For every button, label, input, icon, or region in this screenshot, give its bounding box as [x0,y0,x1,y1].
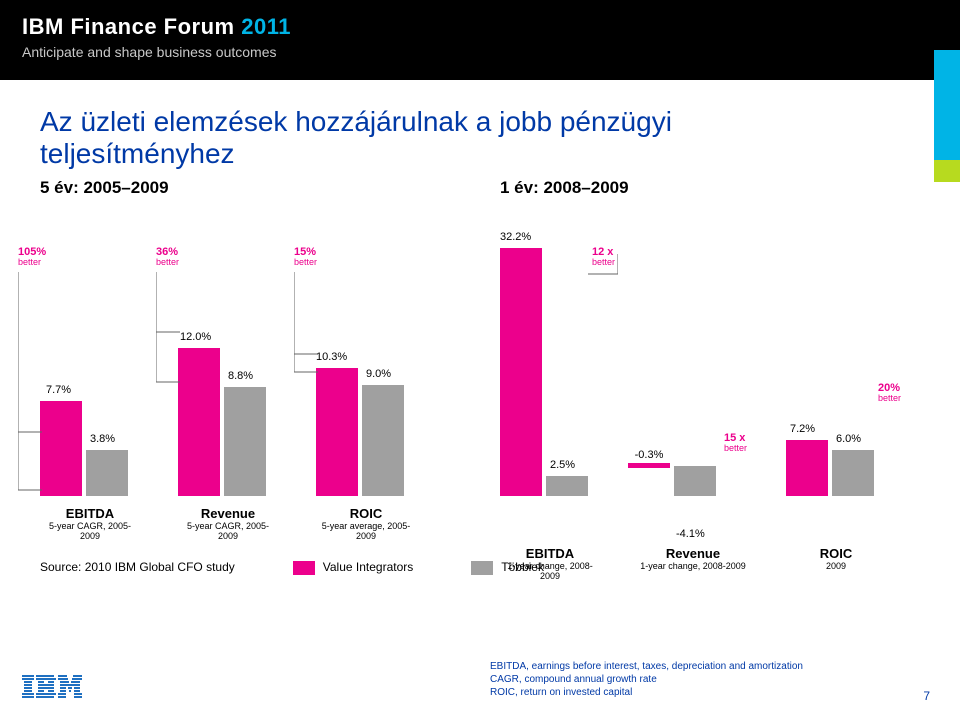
better-text: better [724,444,747,454]
axis-sub: 5-year CAGR, 2005-2009 [178,521,278,541]
bracket-line [294,272,320,496]
bracket-line [588,254,618,490]
bar-pink [178,348,220,496]
bracket-line [156,272,182,496]
bar-pink [316,368,358,496]
bar-label-gray: 3.8% [90,433,115,445]
legend-gray-label: Többiek [501,560,544,574]
bracket-line-2 [18,272,44,496]
bar-label-pink: 10.3% [316,351,347,363]
bar-pink-neg [628,463,670,468]
better-text: better [878,394,901,404]
swatch-gray-icon [471,561,493,575]
page-number: 7 [923,689,930,703]
footnotes: EBITDA, earnings before interest, taxes,… [490,660,930,699]
chart-columns: 5 év: 2005–2009 105% better 7.7% 3.8% [40,178,930,581]
forum-title-year: 2011 [241,14,291,39]
bar-label-gray: 9.0% [366,368,391,380]
axis-main: Revenue [628,546,758,561]
better-callout: 105% better [18,246,46,268]
bar-gray [86,450,128,496]
better-text: better [18,258,46,268]
bar-label-gray: 6.0% [836,433,861,445]
bar-label-pink: -0.3% [635,449,664,461]
bar-pink [40,401,82,496]
left-column: 5 év: 2005–2009 105% better 7.7% 3.8% [40,178,500,581]
legend-pink-label: Value Integrators [323,560,414,574]
chart-group-roic-1y: 20% better 7.2% 6.0% [786,216,886,496]
footnote-line: EBITDA, earnings before interest, taxes,… [490,660,930,673]
swatch-pink-icon [293,561,315,575]
axis-main: EBITDA [500,546,600,561]
axis-main: EBITDA [40,506,140,521]
left-chart-row: 105% better 7.7% 3.8% 36% b [40,216,500,496]
better-callout: 36% better [156,246,179,268]
legend-row: Source: 2010 IBM Global CFO study Value … [40,560,930,575]
better-callout: 20% better [878,382,901,404]
axis-label: EBITDA 5-year CAGR, 2005-2009 [40,506,140,541]
bar-gray-neg [674,466,716,496]
footnote-line: CAGR, compound annual growth rate [490,673,930,686]
slide-title: Az üzleti elemzések hozzájárulnak a jobb… [40,106,680,170]
better-callout: 15 x better [724,432,747,454]
chart-group-ebitda-1y: 12 x better 32.2% 2.5% [500,216,600,496]
axis-label: Revenue 5-year CAGR, 2005-2009 [178,506,278,541]
accent-bar-cyan [934,50,960,160]
bar-gray [546,476,588,496]
bar-label-pink: 12.0% [180,331,211,343]
bar-pink [500,248,542,496]
chart-group-revenue-5y: 36% better 12.0% 8.8% [178,216,278,496]
axis-main: Revenue [178,506,278,521]
bar-label-pink: 7.2% [790,423,815,435]
bar-label-pink: 32.2% [500,231,531,243]
ibm-logo-icon [22,675,82,701]
chart-group-ebitda-5y: 105% better 7.7% 3.8% [40,216,140,496]
right-chart-row: 12 x better 32.2% 2.5% 15 x better [500,216,930,496]
axis-main: ROIC [316,506,416,521]
legend-item-gray: Többiek [471,560,544,575]
bar-label-gray: 2.5% [550,459,575,471]
chart-group-revenue-1y: 15 x better -0.3% -4.1% [628,216,758,496]
axis-label: ROIC 5-year average, 2005-2009 [316,506,416,541]
left-axis-labels: EBITDA 5-year CAGR, 2005-2009 Revenue 5-… [40,506,500,541]
left-period-label: 5 év: 2005–2009 [40,178,500,198]
better-text: better [156,258,179,268]
axis-sub: 5-year average, 2005-2009 [316,521,416,541]
better-text: better [294,258,317,268]
bar-label-gray: 8.8% [228,370,253,382]
chart-group-roic-5y: 15% better 10.3% 9.0% [316,216,416,496]
bar-pink [786,440,828,496]
right-period-label: 1 év: 2008–2009 [500,178,930,198]
bar-gray [832,450,874,496]
right-column: 1 év: 2008–2009 12 x better 32.2% 2.5% [500,178,930,581]
bar-gray [224,387,266,496]
forum-subtitle: Anticipate and shape business outcomes [22,44,938,60]
accent-bar-green [934,160,960,182]
footnote-line: ROIC, return on invested capital [490,686,930,699]
axis-main: ROIC [786,546,886,561]
better-callout: 15% better [294,246,317,268]
bar-gray [362,385,404,496]
bar-label-gray: -4.1% [676,528,705,540]
legend-item-pink: Value Integrators [293,560,414,575]
axis-sub: 5-year CAGR, 2005-2009 [40,521,140,541]
bar-label-pink: 7.7% [46,384,71,396]
forum-title-prefix: IBM Finance Forum [22,14,241,39]
legend-source: Source: 2010 IBM Global CFO study [40,560,235,574]
forum-title: IBM Finance Forum 2011 [22,14,938,40]
slide-header: IBM Finance Forum 2011 Anticipate and sh… [0,0,960,80]
